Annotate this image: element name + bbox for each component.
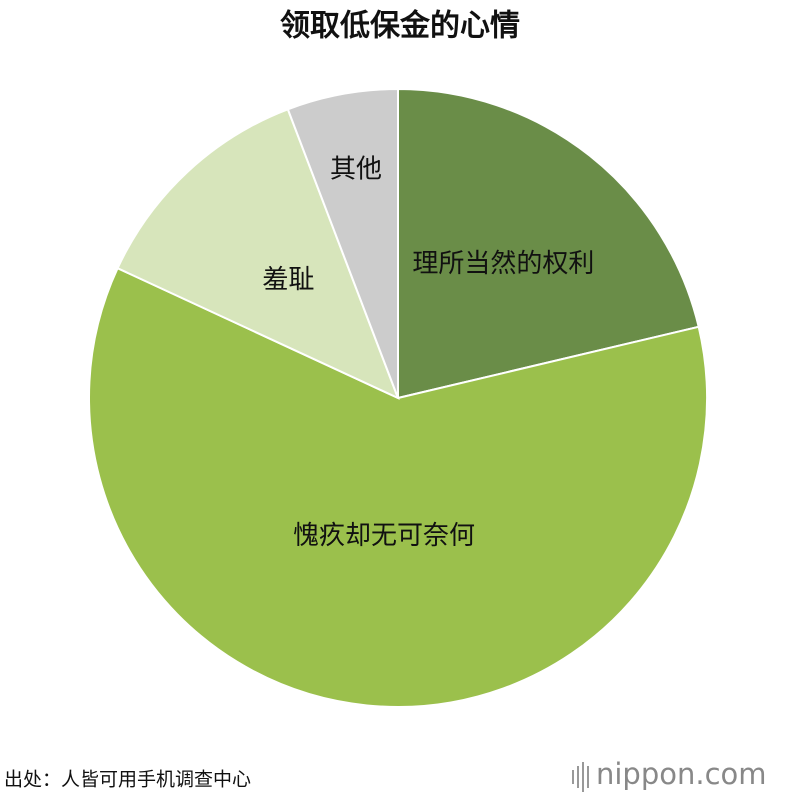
brand: nippon.com bbox=[596, 757, 767, 791]
source-note: 出处：人皆可用手机调查中心 bbox=[4, 769, 251, 791]
pie-slice bbox=[286, 87, 399, 399]
pie-slice bbox=[116, 108, 400, 400]
slice-label: 愧疚却无可奈何 bbox=[293, 521, 475, 551]
chart-title: 领取低保金的心情 bbox=[280, 9, 520, 44]
brand-icon bbox=[572, 762, 589, 792]
slice-label: 羞耻 bbox=[262, 265, 314, 295]
slice-label: 理所当然的权利 bbox=[412, 249, 594, 279]
pie-slice bbox=[397, 87, 700, 400]
pie-slice bbox=[88, 266, 708, 708]
slice-label: 其他 bbox=[330, 155, 382, 185]
